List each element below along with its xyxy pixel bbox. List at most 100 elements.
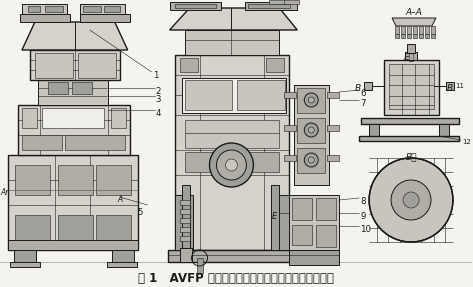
Bar <box>298 148 325 173</box>
Bar <box>316 225 336 247</box>
Bar <box>289 250 339 265</box>
Bar <box>237 80 285 110</box>
Bar <box>180 236 190 241</box>
Bar <box>395 26 399 34</box>
Text: 6: 6 <box>360 89 366 98</box>
Bar <box>405 52 417 60</box>
Bar <box>180 248 192 262</box>
Bar <box>72 82 92 94</box>
Bar <box>78 53 116 78</box>
Bar <box>18 105 130 155</box>
Bar <box>30 50 120 80</box>
Bar <box>83 6 101 12</box>
Bar <box>170 2 221 10</box>
Bar <box>38 80 108 105</box>
Bar <box>384 60 439 115</box>
Text: 5: 5 <box>138 208 143 217</box>
Text: B向: B向 <box>405 152 417 161</box>
Bar <box>184 30 280 55</box>
Bar <box>284 92 296 98</box>
Circle shape <box>308 157 314 163</box>
Bar <box>327 92 339 98</box>
Text: 11: 11 <box>455 83 464 89</box>
Bar <box>180 218 190 223</box>
Bar <box>96 165 131 195</box>
Bar <box>298 118 325 143</box>
Bar <box>327 125 339 131</box>
Bar <box>184 152 280 172</box>
Bar <box>180 227 190 232</box>
Bar <box>431 34 435 38</box>
Text: 8: 8 <box>360 197 366 206</box>
Bar <box>298 88 325 113</box>
Bar <box>361 118 459 124</box>
Bar <box>327 155 339 161</box>
Bar <box>175 55 289 250</box>
Bar <box>180 58 198 72</box>
Bar <box>22 4 67 14</box>
Bar <box>431 26 435 34</box>
Bar <box>401 34 405 38</box>
Polygon shape <box>22 22 128 50</box>
Bar <box>284 125 296 131</box>
Bar <box>284 155 296 161</box>
Bar <box>8 240 138 250</box>
Bar <box>104 6 120 12</box>
Text: 1: 1 <box>153 71 158 80</box>
Bar <box>425 26 429 34</box>
Bar <box>184 120 280 148</box>
Bar <box>80 4 125 14</box>
Bar <box>401 26 405 34</box>
Bar <box>48 82 68 94</box>
Text: 9: 9 <box>360 212 366 221</box>
Bar <box>107 262 137 267</box>
Bar <box>389 64 434 109</box>
Bar <box>96 215 131 240</box>
Text: 12: 12 <box>462 139 471 145</box>
Bar <box>196 258 202 273</box>
Bar <box>369 124 379 136</box>
Bar <box>175 195 193 250</box>
Bar <box>248 4 290 8</box>
Bar <box>446 82 454 90</box>
Bar <box>395 34 399 38</box>
Circle shape <box>304 123 318 137</box>
Text: E: E <box>272 212 277 221</box>
Text: 7: 7 <box>360 99 366 108</box>
Bar <box>272 195 289 250</box>
Text: E向: E向 <box>403 52 415 61</box>
Bar <box>182 78 286 113</box>
Bar <box>413 26 417 34</box>
Circle shape <box>304 93 318 107</box>
Bar <box>289 195 339 250</box>
Circle shape <box>308 97 314 103</box>
Bar <box>10 262 40 267</box>
Bar <box>45 6 63 12</box>
Bar <box>245 2 298 10</box>
Bar <box>58 165 93 195</box>
Text: 4: 4 <box>156 109 161 118</box>
Bar <box>364 82 372 90</box>
Bar <box>182 185 190 250</box>
Bar <box>266 58 284 72</box>
Bar <box>35 53 73 78</box>
Bar <box>419 34 423 38</box>
Bar <box>292 225 312 245</box>
Circle shape <box>308 127 314 133</box>
Bar <box>359 136 459 141</box>
Bar <box>184 80 232 110</box>
Circle shape <box>226 159 237 171</box>
Bar <box>407 34 411 38</box>
Bar <box>180 209 190 214</box>
Text: Ar: Ar <box>0 188 9 197</box>
Bar <box>180 200 190 205</box>
Bar <box>14 250 36 262</box>
Bar <box>175 4 217 8</box>
Bar <box>111 108 126 128</box>
Bar <box>269 0 299 4</box>
Bar <box>80 14 130 22</box>
Bar <box>22 108 37 128</box>
Circle shape <box>304 153 318 167</box>
Bar <box>8 155 138 250</box>
Text: A: A <box>118 195 123 204</box>
